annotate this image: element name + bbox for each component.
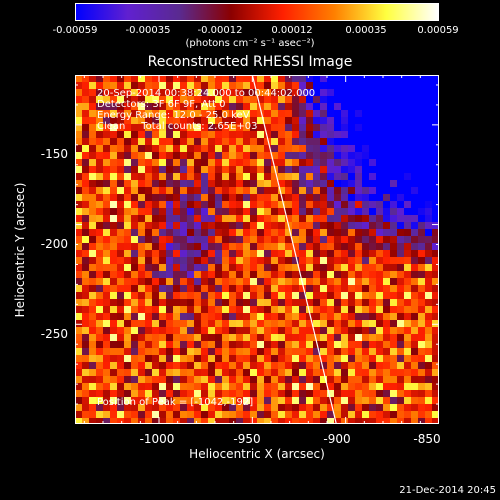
y-tick-label: -150 bbox=[40, 147, 68, 161]
colorbar-fill bbox=[76, 4, 438, 20]
annotation-energy: Energy Range: 12.0 - 25.0 keV bbox=[97, 110, 250, 121]
chart-title: Reconstructed RHESSI Image bbox=[147, 54, 353, 70]
timestamp: 21-Dec-2014 20:45 bbox=[399, 485, 496, 496]
colorbar-tick: -0.00035 bbox=[125, 25, 171, 36]
plot-frame bbox=[75, 75, 439, 424]
y-axis-label: Heliocentric Y (arcsec) bbox=[13, 182, 27, 318]
colorbar-tick: 0.00012 bbox=[271, 25, 313, 36]
x-tick-label: -850 bbox=[413, 432, 441, 446]
colorbar-tick: 0.00059 bbox=[417, 25, 459, 36]
annotation-time-range: 20-Sep-2014 00:38:24.000 to 00:44:02.000 bbox=[97, 88, 316, 99]
colorbar-gradient bbox=[76, 4, 438, 20]
colorbar-tick: -0.00012 bbox=[197, 25, 243, 36]
y-tick-label: -200 bbox=[40, 237, 68, 251]
heatmap-image bbox=[75, 75, 439, 424]
plot-area bbox=[75, 75, 439, 424]
colorbar-units: (photons cm⁻² s⁻¹ asec⁻²) bbox=[185, 38, 315, 49]
axis-ticks bbox=[75, 75, 439, 424]
y-tick-label: -250 bbox=[40, 327, 68, 341]
colorbar-tick: -0.00059 bbox=[52, 25, 98, 36]
heatmap-cells bbox=[75, 75, 439, 424]
x-tick-label: -950 bbox=[233, 432, 261, 446]
solar-limb-line bbox=[251, 75, 337, 424]
annotation-clean: Clean Total counts: 2.65E+03 bbox=[97, 121, 258, 132]
colorbar-tick: 0.00035 bbox=[345, 25, 387, 36]
colorbar bbox=[75, 3, 439, 21]
x-tick-label: -1000 bbox=[139, 432, 175, 446]
x-tick-label: -900 bbox=[323, 432, 351, 446]
annotation-peak-position: Position of Peak = [-1042,-192] bbox=[97, 397, 254, 408]
x-axis-label: Heliocentric X (arcsec) bbox=[189, 447, 325, 461]
annotation-detectors: Detectors: 3F 6F 9F, Att 0 bbox=[97, 99, 226, 110]
